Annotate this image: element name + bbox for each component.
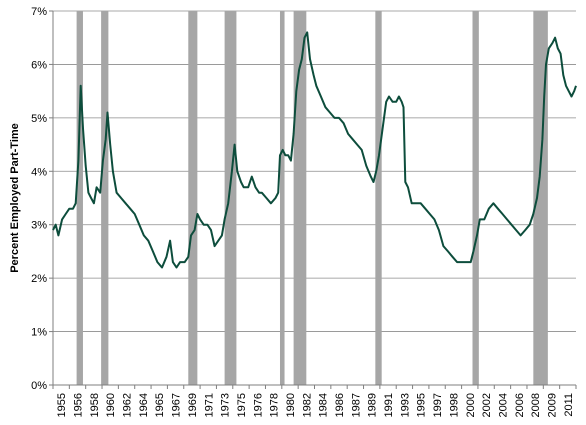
x-tick-label: 1997	[432, 393, 444, 417]
x-tick-label: 1980	[285, 393, 297, 417]
x-tick-label: 2009	[546, 393, 558, 417]
recession-band	[375, 11, 382, 385]
y-tick-label: 5%	[31, 113, 47, 125]
x-tick-label: 2011	[563, 393, 575, 417]
y-tick-label: 6%	[31, 59, 47, 71]
x-tick-label: 1973	[220, 393, 232, 417]
recession-band	[188, 11, 198, 385]
y-tick-label: 7%	[31, 6, 47, 18]
x-tick-label: 1987	[350, 393, 362, 417]
recession-band	[101, 11, 109, 385]
x-tick-label: 1962	[122, 393, 134, 417]
series-layer	[52, 31, 577, 269]
x-tick-label: 1955	[56, 393, 68, 417]
x-tick-label: 1958	[89, 393, 101, 417]
x-tick-labels: 1955 1956 1958 1960 1962 1964 1965 1967 1969 1971…	[56, 393, 575, 417]
recession-band	[224, 11, 237, 385]
y-tick-labels: 0% 1% 2% 3% 4% 5% 6% 7%	[31, 6, 47, 392]
x-tick-label: 1976	[252, 393, 264, 417]
recession-band	[472, 11, 479, 385]
x-tick-label: 1971	[203, 393, 215, 417]
y-tick-label: 2%	[31, 273, 47, 285]
y-tick-label: 3%	[31, 220, 47, 232]
x-tick-label: 1993	[399, 393, 411, 417]
x-tick-label: 2008	[530, 393, 542, 417]
x-tick-label: 1960	[105, 393, 117, 417]
x-tick-label: 1975	[236, 393, 248, 417]
series-line	[52, 31, 577, 269]
x-tick-label: 1991	[383, 393, 395, 417]
y-tick-label: 4%	[31, 166, 47, 178]
x-tick-label: 2000	[465, 393, 477, 417]
y-tick-label: 1%	[31, 327, 47, 339]
x-tick-label: 1978	[269, 393, 281, 417]
x-tick-label: 1967	[171, 393, 183, 417]
x-tick-label: 2006	[514, 393, 526, 417]
recession-band	[293, 11, 307, 385]
x-tick-label: 1969	[187, 393, 199, 417]
x-tick-label: 2004	[497, 393, 509, 417]
x-tick-label: 1995	[416, 393, 428, 417]
x-tick-label: 1989	[367, 393, 379, 417]
y-tick-label: 0%	[31, 380, 47, 392]
x-tick-label: 1965	[154, 393, 166, 417]
x-tick-label: 2002	[481, 393, 493, 417]
x-tick-label: 1964	[138, 393, 150, 417]
recession-band	[76, 11, 83, 385]
gridlines	[53, 10, 576, 332]
x-tick-label: 1956	[73, 393, 85, 417]
x-tick-label: 1998	[448, 393, 460, 417]
recession-band	[279, 11, 285, 385]
x-tick-label: 1986	[334, 393, 346, 417]
axes	[49, 10, 577, 389]
x-tick-label: 1982	[301, 393, 313, 417]
y-axis-label: Percent Employed Part-Time	[9, 123, 21, 273]
x-tick-label: 1984	[318, 393, 330, 417]
